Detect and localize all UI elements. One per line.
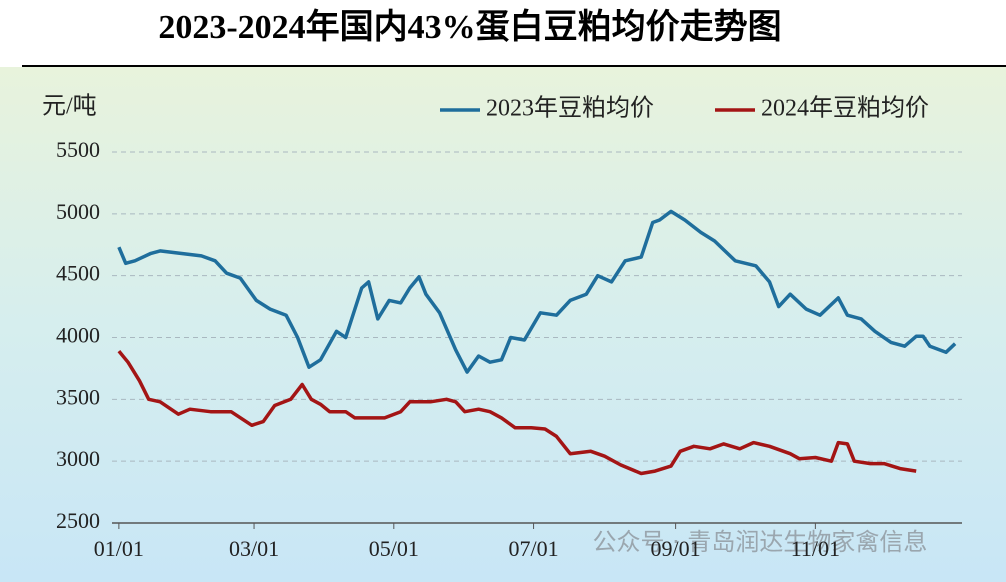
y-tick-label: 5500 bbox=[56, 137, 100, 162]
y-tick-label: 5000 bbox=[56, 199, 100, 224]
y-axis-label: 元/吨 bbox=[42, 93, 97, 120]
legend-label: 2024年豆粕均价 bbox=[761, 95, 929, 122]
y-tick-label: 3500 bbox=[56, 384, 100, 409]
series-line bbox=[117, 349, 917, 476]
x-tick-label: 03/01 bbox=[229, 536, 279, 561]
y-tick-label: 4500 bbox=[56, 261, 100, 286]
x-tick-label: 05/01 bbox=[369, 536, 419, 561]
chart-title: 2023-2024年国内43%蛋白豆粕均价走势图 bbox=[158, 8, 781, 46]
x-tick-label: 07/01 bbox=[509, 536, 559, 561]
legend-label: 2023年豆粕均价 bbox=[486, 95, 654, 122]
y-tick-label: 4000 bbox=[56, 323, 100, 348]
y-tick-label: 3000 bbox=[56, 446, 100, 471]
watermark: 公众号 · 青岛润达生物家禽信息 bbox=[593, 528, 928, 556]
x-tick-label: 01/01 bbox=[94, 536, 144, 561]
y-tick-label: 2500 bbox=[56, 508, 100, 533]
plot-background bbox=[0, 67, 1006, 582]
x-tick-label: 11/01 bbox=[791, 536, 840, 561]
x-tick-label: 09/01 bbox=[651, 536, 701, 561]
series-line bbox=[117, 209, 957, 374]
